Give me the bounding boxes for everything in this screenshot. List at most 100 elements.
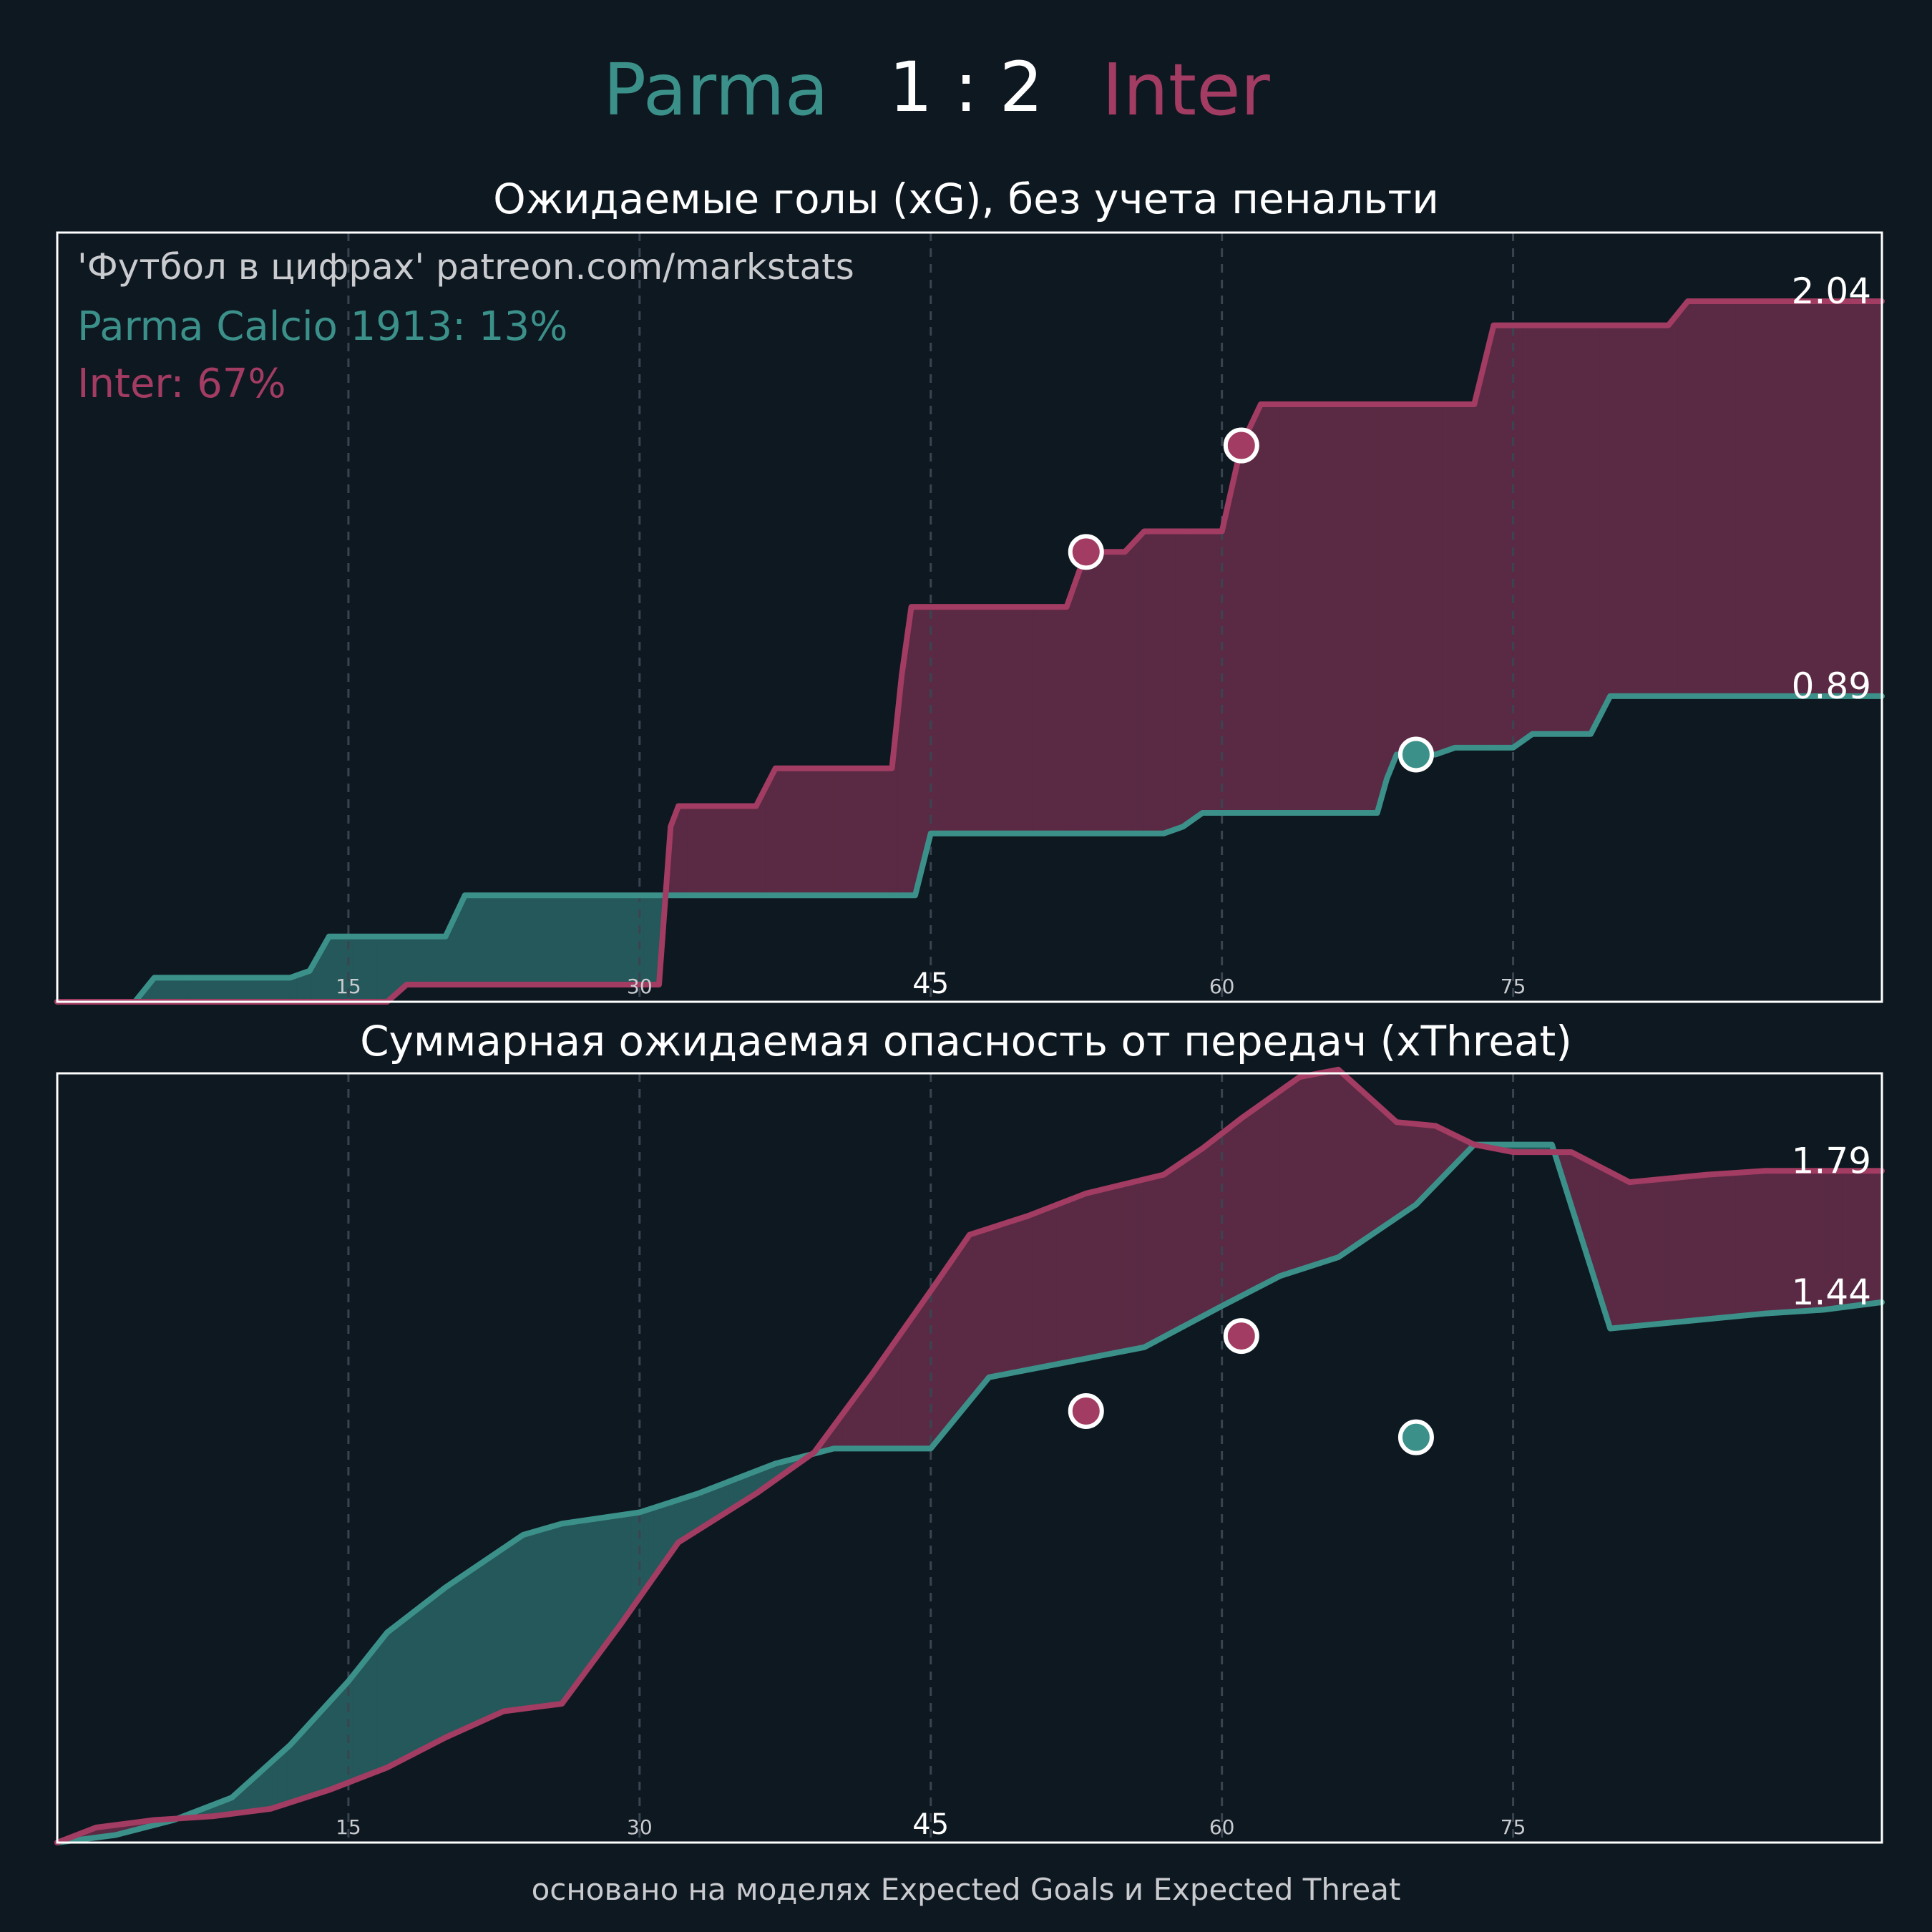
xg-parma-goal-marker (1397, 736, 1434, 773)
xt-fill-segment (1197, 1147, 1204, 1320)
xg-fill-segment (746, 805, 757, 896)
xg-fill-segment (1711, 301, 1737, 697)
xg-fill-segment (238, 977, 257, 1002)
xt-fill-segment (542, 1527, 548, 1707)
xt-fill-segment (537, 1528, 543, 1708)
xg-legend-home: Parma Calcio 1913: 13% (77, 303, 567, 350)
xt-fill-segment (590, 1518, 599, 1667)
xt-fill-segment (648, 1506, 655, 1586)
xg-fill-segment (1833, 301, 1858, 697)
xg-fill-segment (430, 936, 436, 985)
xt-fill-segment (430, 1591, 439, 1746)
xt-fill-segment (1750, 1171, 1759, 1316)
xg-fill-segment (697, 805, 708, 896)
xg-fill-segment (1556, 324, 1563, 735)
xt-parma-end-value: 1.44 (1792, 1272, 1871, 1313)
xt-fill-segment (532, 1530, 539, 1709)
xg-fill-segment (1415, 404, 1422, 756)
xt-fill-segment (1679, 1176, 1689, 1322)
xt-fill-segment (612, 1514, 621, 1636)
xg-fill-segment (1049, 606, 1068, 834)
xt-fill-segment (935, 1275, 942, 1445)
xg-fill-segment (1857, 301, 1883, 697)
xg-fill-segment (1735, 301, 1762, 697)
xt-fill-segment (1100, 1187, 1109, 1357)
xg-fill-segment (1624, 324, 1633, 697)
xg-fill-segment (367, 936, 374, 1002)
xg-fill-segment (615, 894, 623, 985)
xg-fill-segment (636, 894, 645, 985)
xt-fill-segment (1264, 1096, 1272, 1284)
xt-fill-segment (915, 1299, 924, 1450)
xg-fill-segment (643, 894, 653, 985)
xg-fill-segment (600, 894, 609, 985)
xt-fill-segment (1274, 1090, 1281, 1279)
xt-fill-segment (294, 1732, 301, 1802)
xg-fill-segment (678, 805, 689, 896)
xt-fill-segment (950, 1254, 956, 1427)
xt-fill-segment (1299, 1075, 1305, 1271)
xt-fill-segment (886, 1340, 895, 1450)
xg-fill-segment (1784, 301, 1810, 697)
xt-fill-segment (954, 1246, 961, 1420)
xt-fill-segment (1061, 1200, 1068, 1365)
xg-fill-segment (1575, 324, 1582, 735)
xg-inter-goal-marker (1223, 427, 1259, 464)
xt-fill-segment (1304, 1074, 1310, 1269)
xt-fill-segment (1374, 1101, 1383, 1234)
xg-fill-segment (1090, 551, 1097, 834)
xt-fill-segment (496, 1546, 504, 1716)
xt-fill-segment (1037, 1209, 1043, 1369)
xg-fill-segment (464, 894, 483, 985)
xt-fill-segment (444, 1581, 454, 1739)
xt-fill-segment (362, 1655, 369, 1778)
xt-fill-segment (1742, 1171, 1752, 1317)
xt-fill-segment (583, 1518, 592, 1676)
xt-fill-segment (1643, 1179, 1652, 1326)
xg-fill-segment (629, 894, 638, 985)
xg-fill-segment (1571, 324, 1577, 735)
xg-fill-segment (804, 767, 820, 896)
xt-fill-segment (1388, 1114, 1397, 1224)
xt-fill-segment (1352, 1081, 1361, 1249)
xg-fill-segment (981, 606, 1000, 834)
xg-fill-segment (716, 805, 728, 896)
xt-fill-segment (1013, 1218, 1019, 1374)
xt-fill-segment (527, 1531, 534, 1709)
xt-fill-segment (922, 1289, 932, 1450)
xg-fill-segment (372, 936, 379, 1002)
xg-fill-segment (607, 894, 616, 985)
xt-chart: 15 30 45 60 75 1.44 1.79 (54, 1066, 1885, 1845)
xt-fill-segment (561, 1521, 570, 1706)
xt-fill-segment (1435, 1125, 1441, 1186)
xt-fill-segment (945, 1261, 951, 1433)
xg-fill-segment (1364, 404, 1378, 814)
xt-fill-segment (1765, 1170, 1774, 1314)
xt-fill-segment (1027, 1213, 1033, 1371)
match-score: 1 : 2 (889, 47, 1043, 127)
xt-fill-segment (304, 1722, 311, 1799)
xg-fill-segment (833, 767, 849, 896)
xt-fill-segment (1051, 1204, 1058, 1366)
xt-fill-segment (568, 1521, 577, 1696)
xg-fill-segment (877, 767, 893, 896)
xg-fill-segment (1561, 324, 1567, 735)
xt-fill-segment (1260, 1100, 1267, 1287)
xg-fill-segment (1032, 606, 1050, 834)
xt-fill-segment (1187, 1153, 1194, 1325)
xt-chart-frame (56, 1072, 1883, 1844)
xt-chart-title: Суммарная ожидаемая опасность от передач… (360, 1017, 1572, 1065)
xg-fill-segment (1114, 551, 1121, 834)
xt-fill-segment (879, 1351, 888, 1450)
xg-fill-segment (498, 894, 517, 985)
xg-fill-segment (862, 767, 878, 896)
xt-fill-segment (993, 1224, 1000, 1377)
xg-fill-segment (1420, 404, 1427, 756)
xg-fill-segment (1609, 324, 1619, 697)
xt-parma-goal-marker (1397, 1419, 1434, 1455)
xg-fill-segment (1015, 606, 1033, 834)
away-team-name: Inter (1102, 48, 1271, 132)
xg-fill-segment (930, 606, 949, 834)
xg-fill-segment (819, 767, 834, 896)
xg-fill-segment (362, 936, 369, 1002)
